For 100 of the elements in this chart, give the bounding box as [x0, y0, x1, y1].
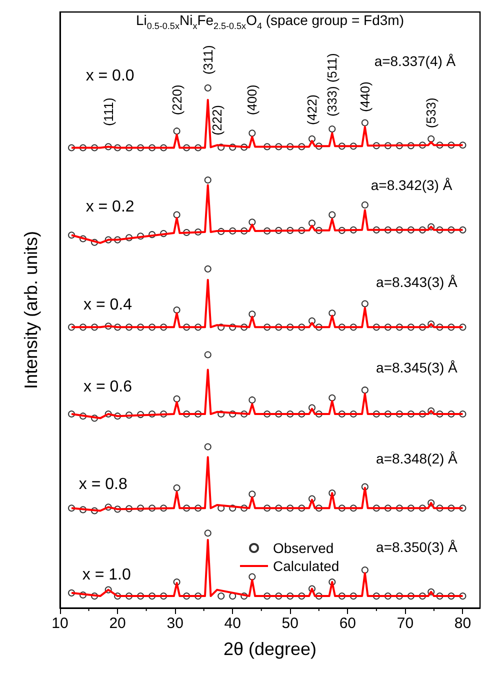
x-tick-label: 80 — [454, 615, 472, 632]
point — [137, 592, 144, 600]
point — [407, 410, 414, 418]
text: (311) — [200, 45, 216, 75]
annotation: (440) — [357, 82, 372, 112]
annotation: (400) — [244, 84, 260, 116]
point — [114, 506, 122, 513]
point — [384, 592, 392, 600]
point — [436, 324, 444, 331]
x-tick-label: 10 — [52, 615, 68, 632]
annotation: x = 0.8 — [78, 476, 128, 494]
point — [338, 226, 346, 234]
point — [137, 504, 144, 512]
point — [361, 483, 368, 490]
point — [298, 143, 306, 150]
point — [298, 410, 306, 418]
point — [114, 236, 122, 244]
point — [350, 410, 357, 418]
point — [240, 144, 248, 151]
point — [160, 230, 168, 238]
point — [286, 226, 294, 234]
point — [436, 592, 444, 600]
point — [160, 592, 168, 600]
point — [173, 484, 180, 492]
point — [372, 142, 380, 150]
point — [218, 144, 225, 151]
point — [91, 324, 98, 331]
point — [173, 306, 180, 314]
point — [126, 412, 133, 419]
point — [240, 504, 248, 512]
point — [286, 143, 294, 150]
point — [240, 592, 248, 600]
point — [328, 394, 336, 402]
point — [183, 229, 190, 236]
point — [396, 142, 403, 150]
point — [68, 324, 76, 331]
point — [194, 592, 202, 600]
point — [428, 135, 435, 142]
point — [204, 351, 212, 358]
point — [264, 324, 271, 331]
point — [384, 226, 392, 234]
y-axis-title: Intensity (arb. units) — [21, 230, 41, 390]
point — [384, 410, 392, 418]
point — [448, 324, 455, 331]
x-tick-label: 40 — [224, 615, 241, 632]
point — [298, 504, 306, 512]
point — [275, 143, 282, 150]
point — [126, 505, 133, 512]
point — [194, 228, 202, 236]
point — [114, 592, 122, 600]
annotation: a=8.345(3) Å — [376, 360, 458, 376]
point — [137, 324, 144, 331]
point — [229, 227, 236, 234]
point — [418, 324, 426, 331]
point — [428, 223, 435, 230]
point — [396, 226, 403, 234]
point — [298, 592, 306, 600]
point — [396, 592, 403, 600]
point — [361, 300, 368, 308]
annotation: (533) — [424, 98, 439, 128]
point — [183, 504, 190, 512]
point — [126, 324, 133, 331]
annotation: (220) — [169, 84, 184, 116]
point — [286, 324, 294, 331]
point — [407, 142, 414, 150]
point — [204, 84, 212, 92]
point — [459, 142, 466, 149]
point — [229, 504, 236, 512]
point — [114, 144, 122, 152]
annotation: a=8.342(3) Å — [370, 177, 453, 194]
point — [204, 176, 212, 184]
point — [229, 592, 236, 600]
point — [459, 324, 466, 331]
point — [350, 226, 357, 234]
point — [264, 227, 271, 234]
annotation: x = 1.0 — [82, 566, 131, 584]
point — [148, 324, 156, 331]
point — [80, 324, 87, 331]
point — [183, 144, 190, 152]
point — [275, 504, 282, 512]
point — [68, 589, 76, 596]
point — [218, 324, 225, 331]
point — [308, 495, 316, 502]
point — [264, 504, 271, 512]
point — [148, 410, 156, 418]
point — [298, 226, 306, 234]
point — [350, 324, 357, 331]
point — [183, 324, 190, 331]
point — [407, 504, 414, 512]
point — [428, 320, 435, 328]
point — [137, 144, 144, 152]
x-axis-title: 2θ (degree) — [223, 639, 317, 659]
point — [459, 226, 466, 234]
point — [114, 412, 122, 420]
annotation: x = 0.2 — [86, 198, 134, 216]
point — [315, 504, 322, 512]
point — [436, 226, 444, 234]
point — [361, 386, 368, 394]
point — [315, 592, 322, 600]
point — [248, 490, 256, 498]
